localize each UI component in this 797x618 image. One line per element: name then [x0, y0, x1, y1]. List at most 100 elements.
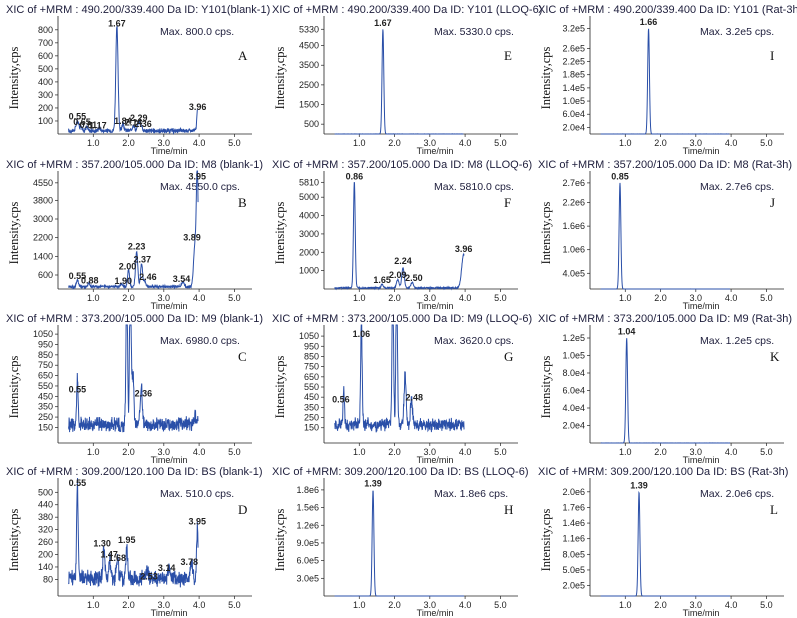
y-tick-label: 500	[38, 64, 53, 74]
y-tick-label: 600	[38, 51, 53, 61]
x-tick-label: 5.0	[760, 600, 773, 610]
x-tick-label: 4.0	[459, 447, 472, 457]
peak-label: 0.55	[69, 384, 87, 394]
y-tick-label: 500	[38, 487, 53, 497]
panel-max-intensity: Max. 800.0 cps.	[160, 26, 235, 38]
peak-label: 1.84	[114, 116, 132, 126]
y-tick-label: 1050	[299, 331, 319, 341]
y-tick-label: 1.7e6	[562, 502, 585, 512]
x-tick-label: 3.0	[690, 138, 703, 148]
panel-max-intensity: Max. 1.2e5 cps.	[700, 335, 775, 347]
y-tick-label: 4500	[299, 41, 319, 51]
x-axis-label: Time/min	[683, 146, 720, 156]
x-tick-label: 3.0	[424, 447, 437, 457]
y-tick-label: 3000	[33, 214, 53, 224]
x-tick-label: 4.0	[459, 293, 472, 303]
peak-label: 1.67	[108, 19, 126, 29]
y-tick-label: 6.0e4	[562, 109, 585, 119]
x-tick-label: 4.0	[193, 600, 206, 610]
y-tick-label: 2.6e5	[562, 43, 585, 53]
x-tick-label: 4.0	[193, 138, 206, 148]
peak-label: 3.14	[158, 563, 176, 573]
y-axis-label: Intensity,cps	[7, 47, 21, 110]
y-tick-label: 3000	[299, 229, 319, 239]
x-tick-label: 2.0	[122, 600, 135, 610]
x-axis-label: Time/min	[417, 146, 454, 156]
peak-label: 1.30	[93, 538, 111, 548]
y-tick-label: 200	[38, 550, 53, 560]
peak-label: 2.36	[134, 119, 152, 129]
chromatogram-panel-k: XIC of +MRM : 373.200/105.000 Da ID: M9 …	[534, 311, 797, 465]
y-tick-label: 8.0e4	[562, 368, 585, 378]
x-tick-label: 1.0	[353, 600, 366, 610]
y-tick-label: 260	[38, 537, 53, 547]
y-tick-label: 1.4e6	[562, 518, 585, 528]
peak-label: 0.55	[69, 271, 87, 281]
peak-label: 0.86	[346, 172, 364, 182]
panel-letter: I	[770, 48, 775, 63]
panel-max-intensity: Max. 1.8e6 cps.	[434, 488, 509, 500]
panel-letter: J	[770, 195, 776, 210]
x-tick-label: 3.0	[424, 600, 437, 610]
panel-letter: B	[238, 195, 247, 210]
y-tick-label: 2.2e6	[562, 198, 585, 208]
y-tick-label: 450	[304, 392, 319, 402]
x-tick-label: 3.0	[158, 138, 171, 148]
y-tick-label: 1000	[299, 266, 319, 276]
x-tick-label: 4.0	[725, 138, 738, 148]
y-tick-label: 100	[38, 116, 53, 126]
panel-max-intensity: Max. 3.2e5 cps.	[700, 26, 775, 38]
chromatogram-svg: Intensity,cps 4.0e5 1.0e6 1.6e6 2.2e6 2.7e6 1.…	[539, 171, 784, 311]
y-tick-label: 380	[38, 512, 53, 522]
peak-label: 0.65	[73, 117, 91, 127]
chromatogram-panel-a: XIC of +MRM : 490.200/339.400 Da ID: Y10…	[2, 2, 271, 156]
y-tick-label: 1.4e5	[562, 83, 585, 93]
y-tick-label: 1.0e5	[562, 351, 585, 361]
x-tick-label: 1.0	[353, 138, 366, 148]
panel-title: XIC of +MRM : 490.200/339.400 Da ID: Y10…	[538, 4, 797, 16]
panel-letter: L	[770, 502, 778, 517]
chromatogram-panel-g: XIC of +MRM : 373.200/105.000 Da ID: M9 …	[268, 311, 533, 465]
chromatogram-trace	[68, 170, 199, 290]
panel-title: XIC of +MRM : 490.200/339.400 Da ID: Y10…	[6, 4, 271, 16]
y-tick-label: 1400	[33, 251, 53, 261]
y-tick-label: 6.0e4	[562, 386, 585, 396]
x-tick-label: 3.0	[158, 447, 171, 457]
x-tick-label: 1.0	[619, 293, 632, 303]
chromatogram-panel-j: XIC of +MRM : 357.200/105.000 Da ID: M8 …	[534, 157, 797, 311]
peak-label: 3.95	[189, 172, 207, 182]
y-tick-label: 200	[38, 103, 53, 113]
peak-label: 3.96	[455, 244, 473, 254]
peak-label: 2.24	[394, 256, 412, 266]
chromatogram-trace	[600, 338, 731, 444]
x-tick-label: 1.0	[353, 293, 366, 303]
panel-letter: C	[238, 349, 247, 364]
x-axis-label: Time/min	[151, 455, 188, 465]
panel-max-intensity: Max. 5330.0 cps.	[434, 26, 514, 38]
y-axis-label: Intensity,cps	[539, 356, 553, 419]
x-axis-label: Time/min	[683, 455, 720, 465]
peak-label: 3.54	[173, 274, 191, 284]
y-tick-label: 2200	[33, 233, 53, 243]
panel-letter: F	[504, 195, 512, 210]
x-tick-label: 1.0	[87, 293, 100, 303]
peak-label: 1.90	[114, 276, 132, 286]
x-tick-label: 2.0	[654, 293, 667, 303]
panel-title: XIC of +MRM : 490.200/339.400 Da ID: Y10…	[272, 4, 543, 16]
y-tick-label: 1.5e6	[296, 503, 319, 513]
y-tick-label: 400	[38, 77, 53, 87]
x-tick-label: 1.0	[619, 447, 632, 457]
y-axis-label: Intensity,cps	[273, 356, 287, 419]
y-axis-label: Intensity,cps	[273, 202, 287, 265]
x-tick-label: 3.0	[424, 293, 437, 303]
chromatogram-svg: Intensity,cps 500 1500 2500 3500 4500 5330 1.0 2…	[273, 16, 518, 156]
panel-title: XIC of +MRM : 357.200/105.000 Da ID: M8 …	[538, 159, 793, 171]
panel-letter: H	[504, 502, 514, 517]
y-tick-label: 2.0e4	[562, 122, 585, 132]
x-tick-label: 1.0	[87, 138, 100, 148]
y-tick-label: 250	[38, 412, 53, 422]
x-tick-label: 3.0	[158, 293, 171, 303]
x-tick-label: 4.0	[725, 447, 738, 457]
y-tick-label: 250	[304, 413, 319, 423]
